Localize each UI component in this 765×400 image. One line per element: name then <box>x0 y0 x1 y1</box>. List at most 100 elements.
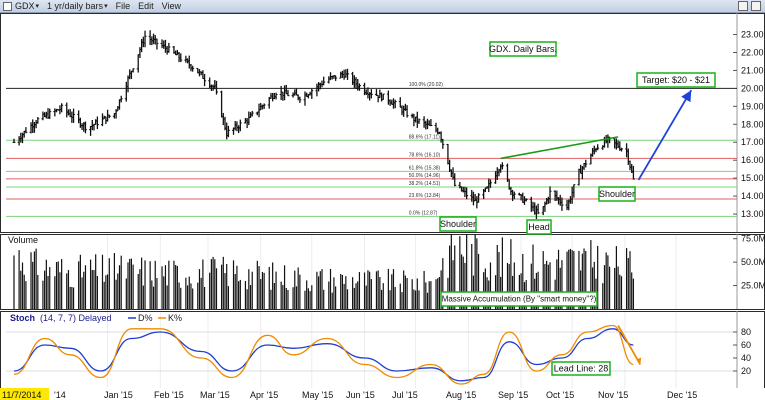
volume-tick-label: 50.0M <box>741 257 765 267</box>
price-bar <box>298 96 302 103</box>
period-selector[interactable]: 1 yr/daily bars ▾ <box>47 1 108 11</box>
x-tick-label: Jun '15 <box>346 390 375 400</box>
restore-icon[interactable] <box>738 1 748 11</box>
symbol-selector[interactable]: GDX ▾ <box>0 1 39 11</box>
x-tick-label: Oct '15 <box>546 390 574 400</box>
target-annotation-frame <box>636 72 716 88</box>
price-tick-label: 23.00 <box>741 30 764 40</box>
price-bar <box>203 73 207 87</box>
price-bar <box>83 121 87 134</box>
stoch-params: (14, 7, 7) Delayed <box>40 313 112 323</box>
fib-level-label: 23.6% (13.84) <box>409 193 441 199</box>
menu-file-label: File <box>115 1 131 11</box>
accumulation-annotation-frame <box>440 291 598 307</box>
price-bar <box>393 99 397 109</box>
window-controls <box>735 1 761 11</box>
menu-edit[interactable]: Edit <box>138 1 154 11</box>
price-tick-label: 17.00 <box>741 137 764 147</box>
x-tick-label: Mar '15 <box>200 390 230 400</box>
stoch-series-line <box>13 324 634 385</box>
price-bar <box>619 147 623 152</box>
price-bar <box>465 187 469 200</box>
price-bar <box>95 116 99 130</box>
stoch-tick-label: 20 <box>741 366 751 376</box>
lead-line-annotation: Lead Line: 28 <box>551 361 611 376</box>
price-bar <box>429 119 433 127</box>
price-bar <box>322 76 326 86</box>
head-annotation-frame <box>526 219 552 235</box>
price-bar <box>488 179 492 188</box>
menu-view[interactable]: View <box>162 1 181 11</box>
target-annotation-text: Target: $20 - $21 <box>642 75 710 85</box>
price-bar <box>369 89 373 99</box>
price-bar <box>286 89 290 97</box>
stoch-tick-label: 80 <box>741 327 751 337</box>
price-bar <box>346 68 350 80</box>
right-shoulder-annotation-frame <box>598 186 636 202</box>
chevron-down-icon: ▾ <box>35 3 40 10</box>
volume-tick-label: 25.0M <box>741 281 765 291</box>
price-bar <box>72 108 76 123</box>
accumulation-annotation: Massive Accumulation (By "smart money"?) <box>440 291 598 307</box>
price-bar <box>334 75 338 81</box>
price-bar <box>512 191 516 200</box>
menu-file[interactable]: File <box>116 1 131 11</box>
fib-level-label: 0.0% (12.87) <box>409 210 438 216</box>
price-tick-label: 15.00 <box>741 173 764 183</box>
symbol-label: GDX <box>15 1 35 11</box>
price-tick-label: 19.00 <box>741 101 764 111</box>
price-bar <box>48 108 52 119</box>
toolbar: GDX ▾ 1 yr/daily bars ▾ File Edit View <box>0 0 765 13</box>
price-bar <box>548 186 552 204</box>
price-bar <box>560 197 564 211</box>
head-annotation: Head <box>526 219 552 235</box>
price-bar <box>572 184 576 198</box>
accumulation-annotation-text: Massive Accumulation (By "smart money"?) <box>442 295 597 304</box>
target-arrow <box>637 89 693 181</box>
price-bar <box>536 203 540 215</box>
head-annotation-text: Head <box>528 222 550 232</box>
x-tick-label: Feb '15 <box>154 390 184 400</box>
fib-level-label: 38.2% (14.51) <box>409 181 441 187</box>
left-shoulder-annotation: Shoulder <box>439 216 477 232</box>
stoch-arrowhead-icon <box>636 357 642 365</box>
stoch-header: Stoch (14, 7, 7) Delayed D% K% <box>10 313 182 323</box>
price-bar <box>36 117 40 124</box>
volume-tick-label: 75.0M <box>741 234 765 244</box>
price-bar <box>143 30 147 48</box>
lead-line-annotation-frame <box>551 361 611 376</box>
menu-edit-label: Edit <box>138 1 154 11</box>
volume-panel <box>0 234 765 310</box>
chart-icon <box>3 1 12 11</box>
stochastic-panel <box>0 311 765 389</box>
x-axis-strip <box>0 388 765 400</box>
price-bar <box>226 125 230 138</box>
target-annotation: Target: $20 - $21 <box>636 72 716 88</box>
price-bar <box>631 165 635 180</box>
price-tick-label: 21.00 <box>741 65 764 75</box>
stoch-title: Stoch <box>10 313 35 323</box>
x-tick-label: Apr '15 <box>250 390 278 400</box>
lead-line-annotation-text: Lead Line: 28 <box>554 364 609 374</box>
fib-level-label: 50.0% (14.96) <box>409 173 441 179</box>
close-icon[interactable] <box>751 1 761 11</box>
price-bar <box>441 138 445 149</box>
period-label: 1 yr/daily bars <box>47 1 104 11</box>
x-tick-label: '14 <box>54 390 66 400</box>
fib-level-label: 61.8% (15.38) <box>409 165 441 171</box>
volume-panel-title: Volume <box>8 235 38 245</box>
price-bar <box>167 42 171 53</box>
price-bar <box>238 119 242 132</box>
stoch-legend-label: D% <box>138 313 153 323</box>
price-bar <box>131 68 135 73</box>
fib-level-label: 100.0% (20.02) <box>409 82 444 88</box>
right-shoulder-annotation: Shoulder <box>598 186 636 202</box>
x-tick-label: May '15 <box>302 390 333 400</box>
x-tick-label: Nov '15 <box>598 390 628 400</box>
left-shoulder-annotation-frame <box>439 216 477 232</box>
start-date-highlight <box>0 388 49 400</box>
x-tick-label: Jul '15 <box>392 390 418 400</box>
price-bar <box>214 80 218 95</box>
price-bar <box>500 162 504 170</box>
price-bar <box>405 105 409 118</box>
